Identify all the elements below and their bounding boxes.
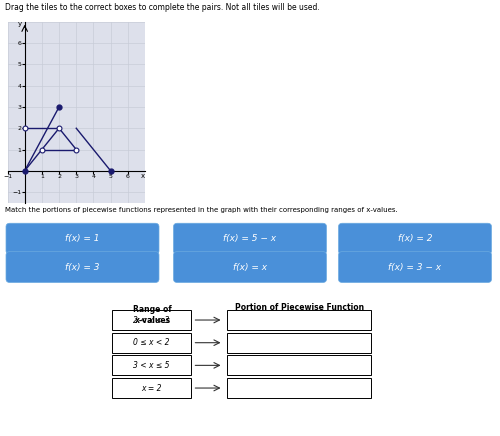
Text: y: y [18,21,21,27]
Text: Range of
x-values: Range of x-values [133,305,172,324]
Text: Match the portions of piecewise functions represented in the graph with their co: Match the portions of piecewise function… [5,207,398,213]
Text: Drag the tiles to the correct boxes to complete the pairs. Not all tiles will be: Drag the tiles to the correct boxes to c… [5,3,320,13]
Text: 0 ≤ x < 2: 0 ≤ x < 2 [133,338,170,347]
Text: f(x) = 2: f(x) = 2 [398,234,432,243]
Text: f(x) = 3 − x: f(x) = 3 − x [388,262,442,272]
Text: 2 < x < 3: 2 < x < 3 [133,316,170,324]
Text: f(x) = 1: f(x) = 1 [65,234,100,243]
Text: x: x [141,173,146,179]
Text: 3 < x ≤ 5: 3 < x ≤ 5 [133,361,170,370]
Text: f(x) = 3: f(x) = 3 [65,262,100,272]
Text: x = 2: x = 2 [141,384,162,392]
Text: Portion of Piecewise Function: Portion of Piecewise Function [236,303,364,312]
Text: f(x) = 5 − x: f(x) = 5 − x [224,234,276,243]
Text: f(x) = x: f(x) = x [233,262,267,272]
